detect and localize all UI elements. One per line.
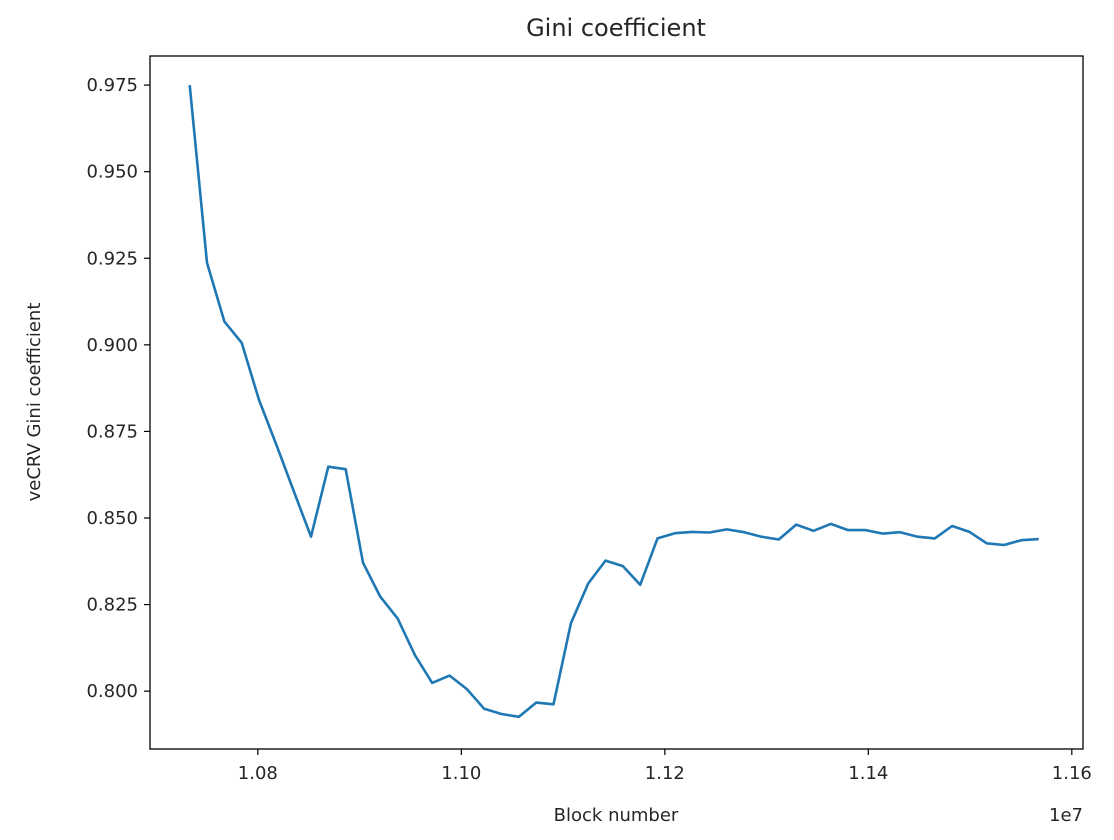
y-axis: 0.800 0.825 0.850 0.875 0.900 0.925 0.950 0.975 [86,75,150,702]
y-tick-label: 0.825 [86,595,138,616]
x-tick-label: 1.10 [441,763,481,784]
plot-frame [149,55,1084,750]
x-tick-label: 1.16 [1052,763,1092,784]
x-tick-label: 1.14 [848,763,888,784]
x-tick-label: 1.12 [645,763,685,784]
y-tick-label: 0.875 [86,421,138,442]
y-tick-label: 0.950 [86,162,138,183]
x-tick-label: 1.08 [238,763,278,784]
y-tick-label: 0.900 [86,335,138,356]
y-tick-label: 0.800 [86,681,138,702]
series-line-group [188,84,1039,719]
x-axis-offset-label: 1e7 [1049,805,1083,826]
y-axis-label: veCRV Gini coefficient [24,303,45,502]
y-tick-label: 0.975 [86,75,138,96]
x-axis-label: Block number [554,805,679,826]
chart-title: Gini coefficient [526,14,706,42]
gini-series-line [188,84,1039,719]
y-tick-label: 0.925 [86,248,138,269]
y-tick-label: 0.850 [86,508,138,529]
axes-frame [149,55,1084,750]
x-axis: 1.08 1.10 1.12 1.14 1.16 [238,749,1092,784]
